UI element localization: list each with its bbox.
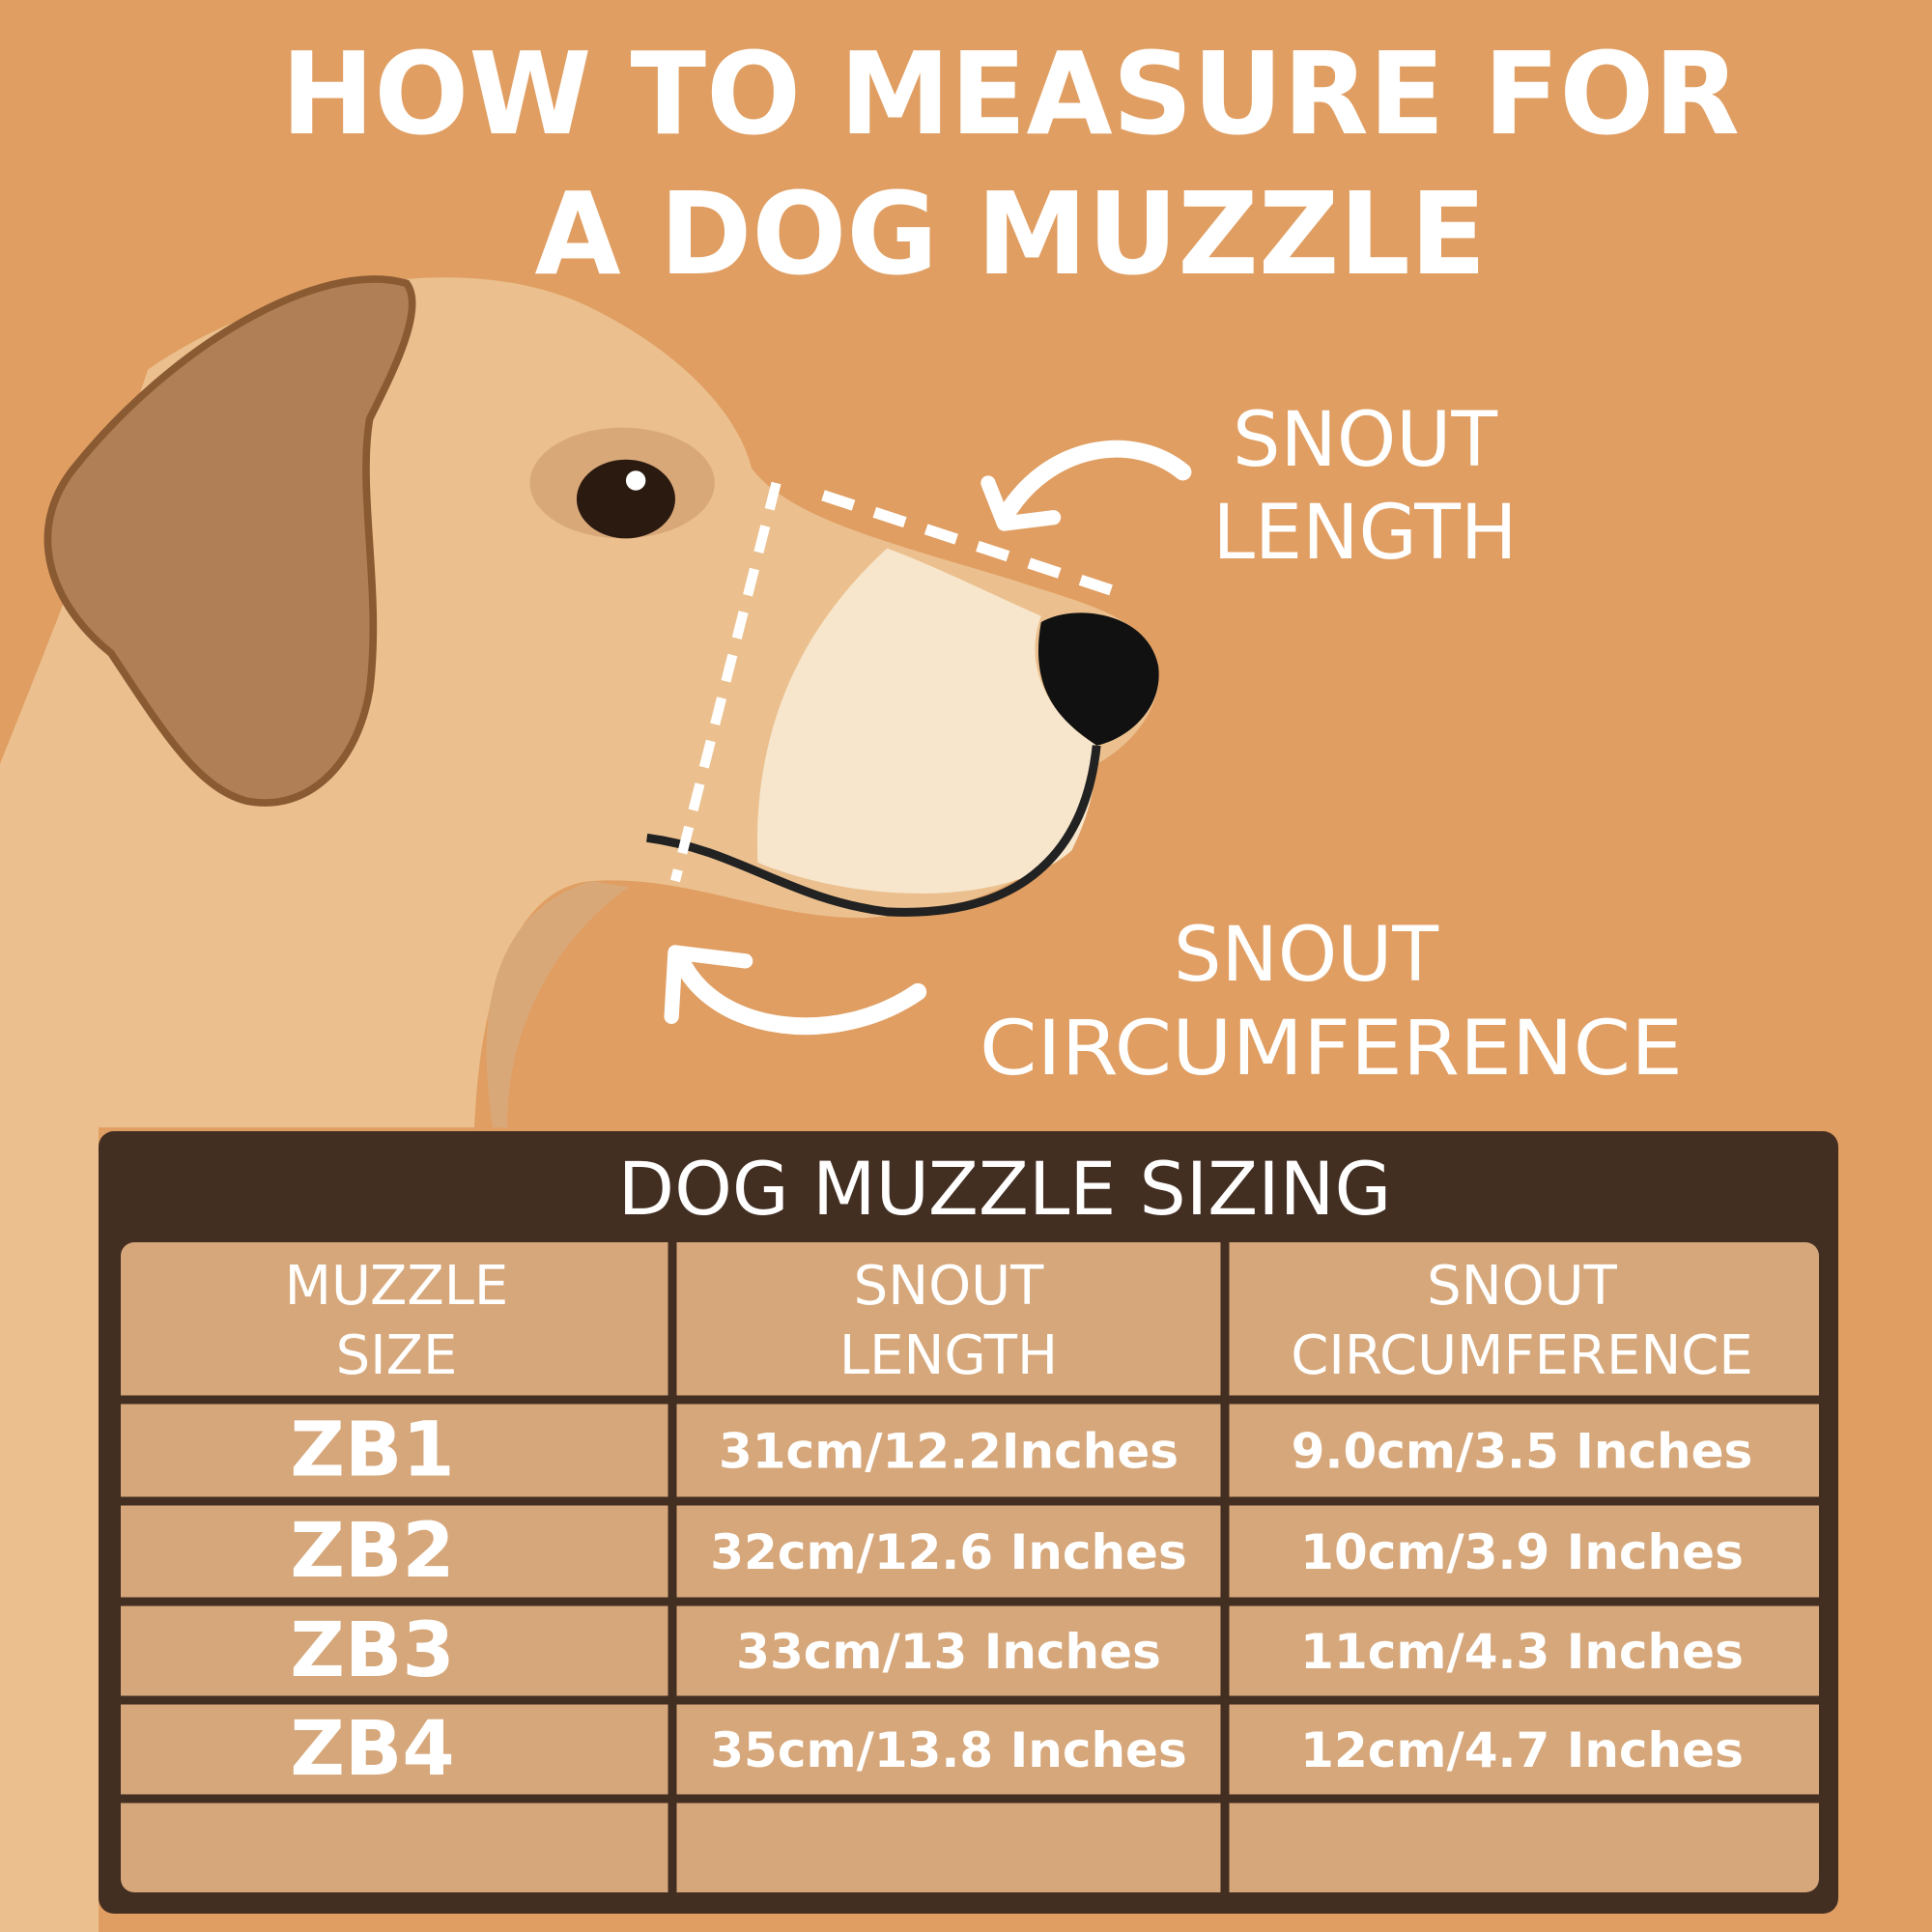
table-grid	[121, 1242, 1819, 1892]
nose	[1037, 612, 1159, 746]
title: A DOG MUZZLE	[535, 167, 1487, 300]
table-body	[121, 1242, 1819, 1892]
table-cell: 33cm/13 Inches	[736, 1624, 1161, 1680]
title: HOW TO MEASURE FOR	[281, 27, 1740, 160]
column-header: SIZE	[336, 1324, 458, 1387]
size-label: ZB2	[290, 1508, 454, 1595]
label: CIRCUMFERENCE	[980, 1006, 1683, 1093]
size-label: ZB1	[290, 1407, 454, 1494]
label: SNOUT	[1233, 397, 1497, 484]
table-cell: 12cm/4.7 Inches	[1300, 1722, 1744, 1778]
dog-muzzle	[756, 548, 1097, 894]
size-label: ZB3	[290, 1607, 454, 1694]
size-label: ZB4	[290, 1706, 454, 1793]
neck-shadow	[486, 880, 629, 1128]
eye	[576, 459, 675, 539]
table-cell: 32cm/12.6 Inches	[710, 1524, 1186, 1580]
length-arrowhead	[980, 475, 1062, 531]
table-cell: 10cm/3.9 Inches	[1300, 1524, 1744, 1580]
circumference-arrow	[671, 950, 927, 1036]
table-cell: 9.0cm/3.5 Inches	[1292, 1424, 1753, 1480]
dog-illustration	[0, 275, 1192, 1932]
column-header: SNOUT	[854, 1255, 1045, 1318]
eye-highlight	[625, 470, 646, 491]
label: LENGTH	[1212, 490, 1517, 577]
column-header: CIRCUMFERENCE	[1291, 1324, 1752, 1387]
length-arrow	[995, 440, 1192, 526]
table-cell: 35cm/13.8 Inches	[710, 1722, 1186, 1778]
table-cell: 11cm/4.3 Inches	[1300, 1624, 1744, 1680]
dog-ear	[43, 275, 416, 807]
mouth	[646, 745, 1101, 917]
table-cell: 31cm/12.2Inches	[719, 1424, 1179, 1480]
table-title: DOG MUZZLE SIZING	[618, 1146, 1392, 1232]
column-header: MUZZLE	[285, 1255, 509, 1318]
label: SNOUT	[1174, 912, 1438, 999]
circumference-dash	[670, 481, 781, 883]
column-header: LENGTH	[839, 1324, 1058, 1387]
table-cells: MUZZLESIZESNOUTLENGTHSNOUTCIRCUMFERENCEZ…	[285, 1255, 1753, 1793]
column-header: SNOUT	[1427, 1255, 1618, 1318]
circumference-arrowhead	[664, 945, 753, 1024]
